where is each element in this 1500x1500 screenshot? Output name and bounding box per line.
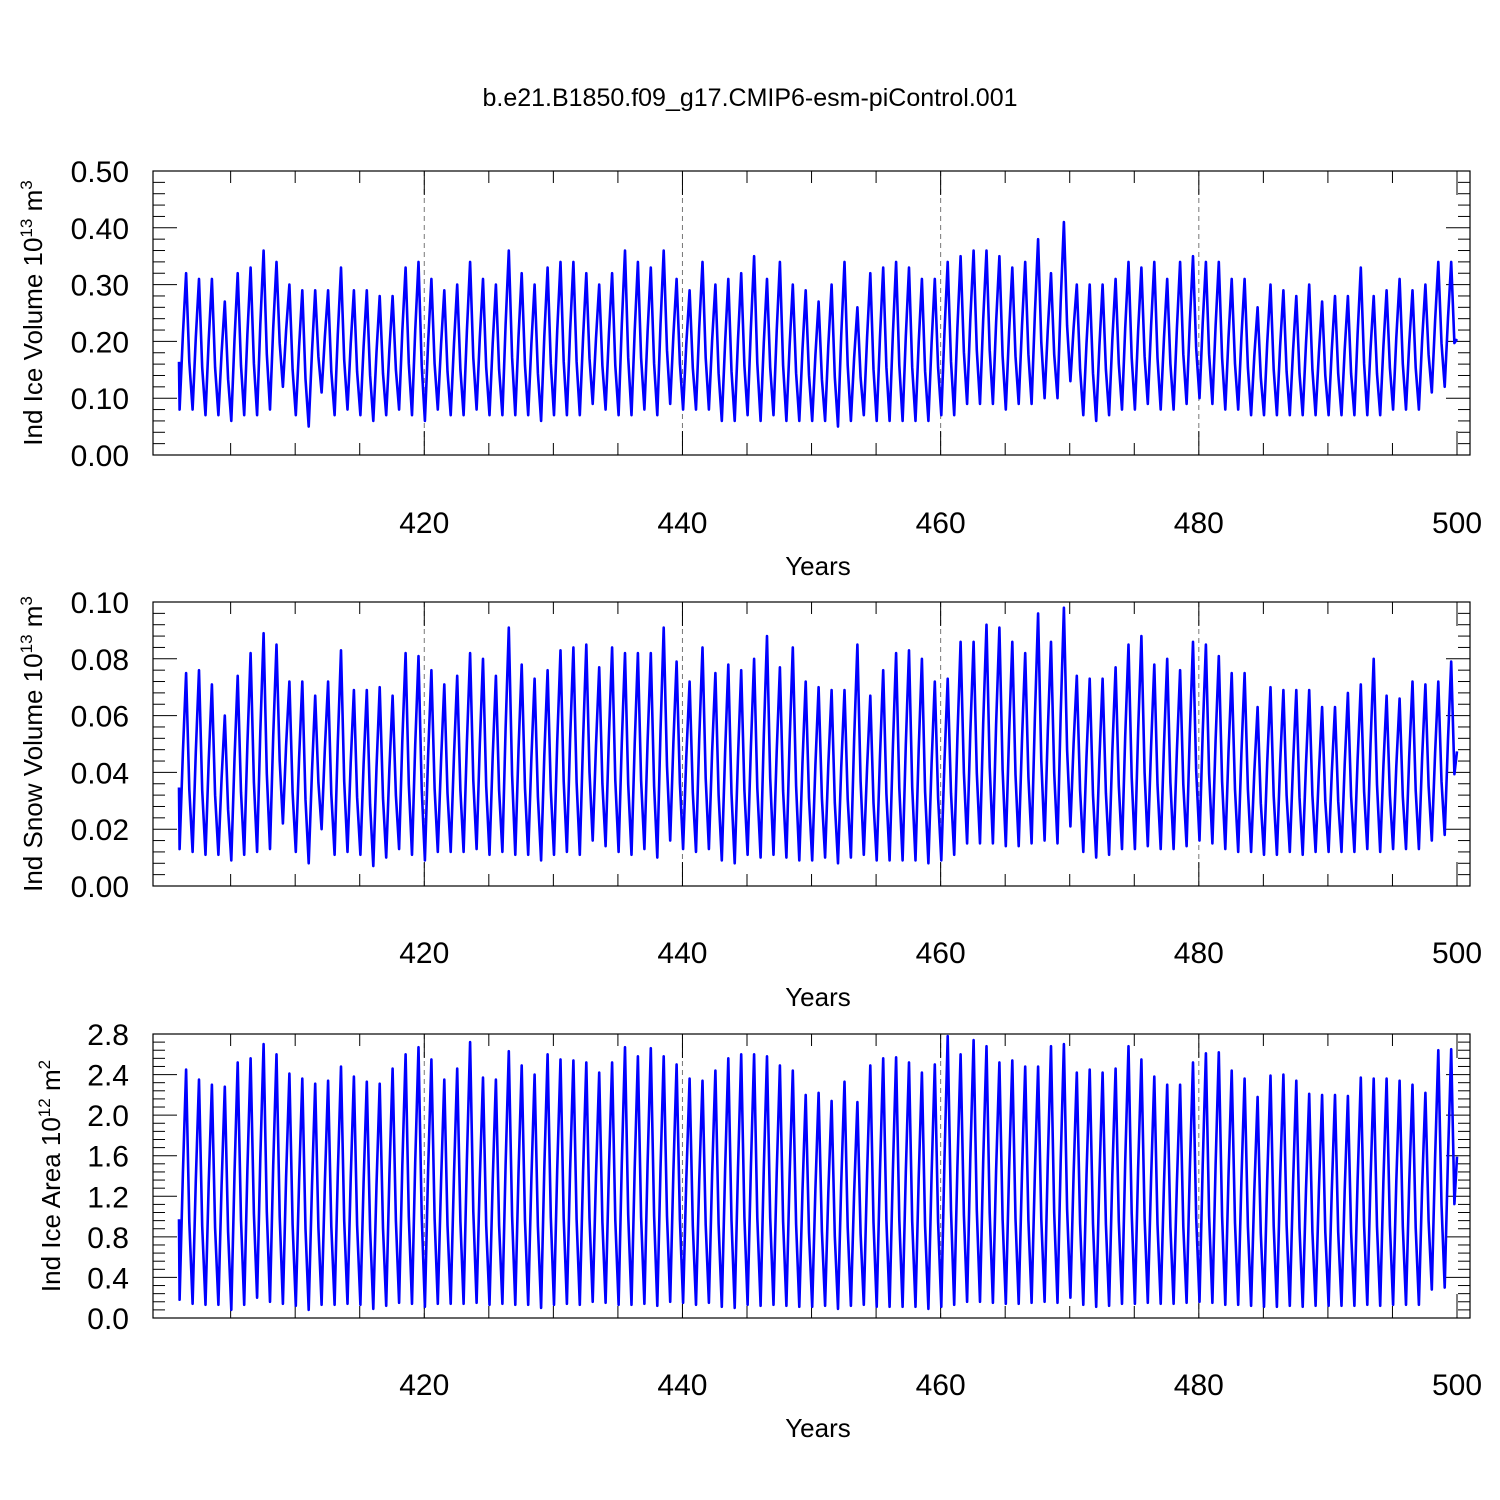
y-tick-label: 1.2 — [87, 1181, 129, 1214]
y-tick-label: 0.04 — [71, 757, 129, 790]
y-tick-label: 0.20 — [71, 326, 129, 359]
y-axis-title: Ind Ice Volume 1013 m3 — [17, 180, 48, 445]
y-tick-label: 0.06 — [71, 701, 129, 734]
series-line-2 — [177, 606, 1459, 868]
y-tick-label: 0.8 — [87, 1222, 129, 1255]
x-tick-label: 440 — [657, 507, 707, 540]
x-axis-title: Years — [785, 1413, 851, 1443]
y-axis-title: Ind Ice Area 1012 m2 — [35, 1060, 66, 1292]
y-tick-label: 0.40 — [71, 213, 129, 246]
chart-panel-3: 0.0 0.4 0.8 1.2 1.6 2.0 2.4 2.8 420 440 460 480 500 Y… — [35, 1019, 1482, 1443]
x-tick-label: 440 — [657, 1369, 707, 1402]
x-axis-title: Years — [785, 982, 851, 1012]
x-tick-label: 440 — [657, 937, 707, 970]
y-tick-label: 2.4 — [87, 1060, 129, 1093]
y-tick-label: 2.0 — [87, 1100, 129, 1133]
y-tick-label: 0.00 — [71, 440, 129, 473]
x-tick-label: 500 — [1432, 937, 1482, 970]
x-tick-label: 480 — [1174, 507, 1224, 540]
y-tick-label: 0.08 — [71, 644, 129, 677]
y-tick-label: 0.50 — [71, 156, 129, 189]
x-tick-label: 500 — [1432, 507, 1482, 540]
y-tick-label: 0.02 — [71, 814, 129, 847]
x-tick-label: 420 — [399, 1369, 449, 1402]
chart-panel-2: 0.00 0.02 0.04 0.06 0.08 0.10 420 440 460 480 500 Y… — [17, 587, 1482, 1012]
y-tick-label: 2.8 — [87, 1019, 129, 1052]
figure-title: b.e21.B1850.f09_g17.CMIP6-esm-piControl.… — [482, 84, 1017, 112]
x-tick-label: 420 — [399, 937, 449, 970]
y-tick-label: 0.4 — [87, 1262, 129, 1295]
x-tick-label: 460 — [916, 507, 966, 540]
y-tick-label: 1.6 — [87, 1141, 129, 1174]
x-axis-title: Years — [785, 551, 851, 581]
x-tick-label: 480 — [1174, 1369, 1224, 1402]
x-tick-label: 500 — [1432, 1369, 1482, 1402]
y-axis-title: Ind Snow Volume 1013 m3 — [17, 596, 48, 892]
y-tick-label: 0.10 — [71, 587, 129, 620]
y-tick-label: 0.00 — [71, 871, 129, 904]
x-tick-label: 460 — [916, 1369, 966, 1402]
x-tick-label: 420 — [399, 507, 449, 540]
y-tick-label: 0.0 — [87, 1303, 129, 1336]
x-tick-label: 480 — [1174, 937, 1224, 970]
series-line-1 — [177, 220, 1459, 428]
y-tick-label: 0.10 — [71, 383, 129, 416]
series-line-3 — [177, 1034, 1459, 1312]
chart-panel-1: 0.00 0.10 0.20 0.30 0.40 0.50 420 440 460 480 500 Y… — [17, 156, 1482, 581]
y-tick-label: 0.30 — [71, 270, 129, 303]
x-tick-label: 460 — [916, 937, 966, 970]
